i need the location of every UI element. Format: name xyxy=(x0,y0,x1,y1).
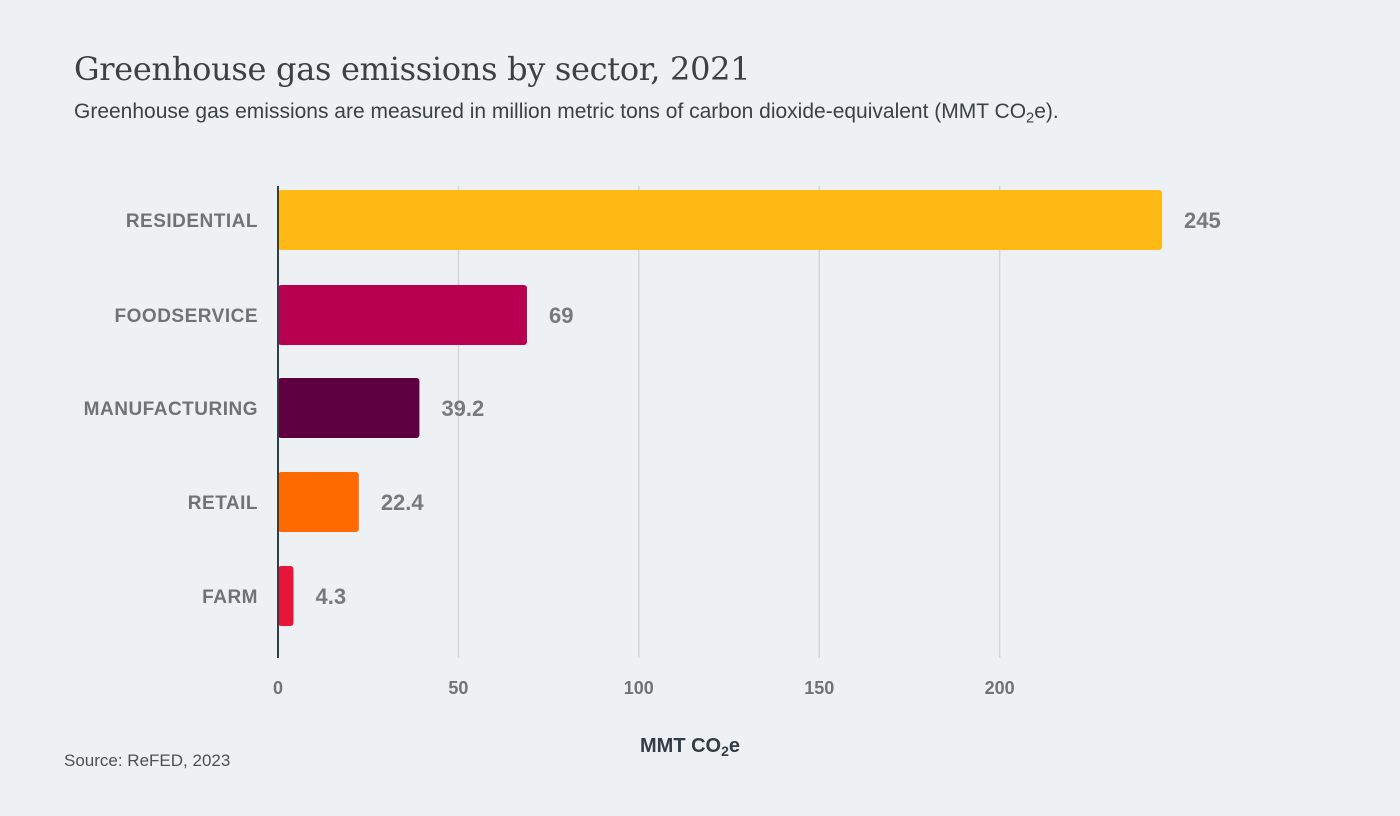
chart-subtitle: Greenhouse gas emissions are measured in… xyxy=(74,100,1059,127)
x-tick-label: 50 xyxy=(448,678,468,698)
chart-title: Greenhouse gas emissions by sector, 2021 xyxy=(74,50,751,88)
bar xyxy=(278,472,359,532)
subtitle-suffix: e). xyxy=(1034,100,1059,123)
x-tick-label: 0 xyxy=(273,678,283,698)
value-label: 245 xyxy=(1184,208,1221,233)
x-tick-label: 200 xyxy=(985,678,1015,698)
subtitle-text: Greenhouse gas emissions are measured in… xyxy=(74,100,1027,123)
x-axis-title-suffix: e xyxy=(728,735,741,757)
value-label: 39.2 xyxy=(441,396,484,421)
value-label: 22.4 xyxy=(381,490,425,515)
x-axis-title-text: MMT CO xyxy=(640,735,722,757)
category-label: FOODSERVICE xyxy=(115,306,258,327)
category-label: RESIDENTIAL xyxy=(126,211,258,232)
category-label: MANUFACTURING xyxy=(84,399,258,420)
bar xyxy=(278,378,420,438)
x-tick-label: 150 xyxy=(804,678,834,698)
value-label: 4.3 xyxy=(316,584,347,609)
category-label: FARM xyxy=(202,587,258,608)
subtitle-subscript: 2 xyxy=(1026,110,1035,127)
x-tick-label: 100 xyxy=(624,678,654,698)
category-label: RETAIL xyxy=(188,493,258,514)
x-axis-title: MMT CO2e xyxy=(640,735,740,758)
value-label: 69 xyxy=(549,303,573,328)
source-note: Source: ReFED, 2023 xyxy=(64,751,231,770)
bar xyxy=(278,285,527,345)
x-axis-title-subscript: 2 xyxy=(721,743,729,760)
bar xyxy=(278,566,294,626)
bar xyxy=(278,190,1162,250)
